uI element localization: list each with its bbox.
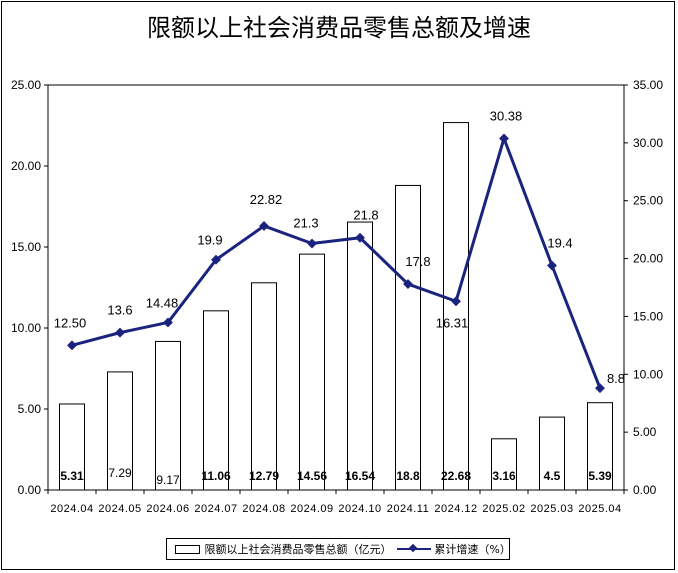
growth-point [355, 232, 365, 243]
growth-point [307, 238, 317, 249]
growth-point [67, 340, 77, 351]
bar-value-label: 11.06 [201, 469, 231, 483]
right-axis-tick-label: 25.00 [633, 194, 663, 208]
legend-item-bar: 限额以上社会消费品零售总额（亿元） [167, 541, 392, 557]
legend-line-label: 累计增速（%） [434, 543, 511, 556]
x-axis-tick-label: 2025.04 [578, 503, 621, 515]
x-axis-tick-label: 2024.08 [242, 503, 285, 515]
right-axis-tick-label: 10.00 [633, 367, 663, 381]
right-axis-tick-label: 0.00 [633, 483, 657, 497]
growth-point [547, 260, 557, 271]
legend: 限额以上社会消费品零售总额（亿元） 累计增速（%） [166, 538, 511, 560]
bar [203, 310, 229, 491]
bar [59, 403, 85, 491]
chart-title: 限额以上社会消费品零售总额及增速 [147, 14, 531, 42]
x-axis-tick-label: 2024.06 [146, 503, 189, 515]
plot-area [47, 84, 625, 491]
growth-point [259, 220, 269, 231]
right-axis-tick-label: 35.00 [633, 78, 663, 92]
left-axis-tick-label: 0.00 [18, 483, 42, 497]
bar-value-label: 5.31 [60, 469, 84, 483]
growth-value-label: 13.6 [107, 303, 132, 318]
legend-bar-label: 限额以上社会消费品零售总额（亿元） [204, 543, 392, 556]
legend-item-line: 累计增速（%） [387, 541, 511, 557]
bar [587, 402, 613, 491]
bar [347, 221, 373, 491]
right-axis-tick-label: 30.00 [633, 136, 663, 150]
bar [443, 122, 469, 491]
left-axis-tick-label: 15.00 [11, 240, 41, 254]
x-axis-tick-label: 2024.11 [387, 503, 429, 515]
bar [107, 371, 133, 491]
growth-value-label: 19.9 [197, 233, 222, 248]
growth-point [499, 133, 509, 144]
right-axis-tick-label: 15.00 [633, 309, 663, 323]
x-axis-tick-label: 2025.03 [530, 503, 573, 515]
growth-value-label: 30.38 [490, 108, 523, 123]
growth-value-label: 14.48 [146, 295, 179, 310]
bar-value-label: 16.54 [345, 469, 375, 483]
bar-value-label: 9.17 [156, 473, 180, 487]
x-axis-tick-label: 2024.10 [338, 503, 381, 515]
growth-point [595, 383, 605, 394]
x-axis-tick-label: 2024.09 [290, 503, 333, 515]
x-axis-tick-label: 2024.05 [98, 503, 141, 515]
legend-bar-swatch [175, 544, 201, 554]
bar-value-label: 14.56 [297, 469, 327, 483]
right-axis-tick-label: 5.00 [633, 425, 657, 439]
growth-value-label: 21.8 [353, 208, 378, 223]
growth-value-label: 8.8 [607, 371, 625, 386]
bar-value-label: 18.8 [396, 469, 420, 483]
growth-point [403, 279, 413, 289]
left-axis-tick-label: 10.00 [11, 321, 41, 335]
bar [395, 184, 421, 491]
x-axis-tick-label: 2024.04 [50, 503, 93, 515]
growth-value-label: 22.82 [250, 192, 283, 207]
bar-value-label: 7.29 [108, 466, 132, 480]
bar [539, 416, 565, 491]
bar [299, 253, 325, 491]
right-axis-tick-label: 20.00 [633, 252, 663, 266]
bar-value-label: 5.39 [588, 469, 612, 483]
left-axis-tick-label: 25.00 [11, 78, 41, 92]
growth-point [115, 327, 125, 338]
bar [251, 282, 277, 491]
growth-value-label: 16.31 [436, 315, 469, 330]
x-axis-tick-label: 2024.12 [434, 503, 477, 515]
x-axis-tick-label: 2024.07 [194, 503, 237, 515]
bar-value-label: 4.5 [544, 469, 561, 483]
growth-point [163, 317, 173, 328]
bar [155, 340, 181, 491]
bar-value-label: 12.79 [249, 469, 279, 483]
growth-value-label: 19.4 [547, 236, 572, 251]
bar-value-label: 22.68 [441, 469, 471, 483]
growth-value-label: 12.50 [54, 315, 87, 330]
bar-value-label: 3.16 [492, 469, 516, 483]
growth-point [451, 296, 461, 307]
growth-line [71, 136, 602, 389]
growth-value-label: 17.8 [405, 254, 430, 269]
left-axis-tick-label: 20.00 [11, 159, 41, 173]
left-axis-tick-label: 5.00 [18, 402, 42, 416]
x-axis-tick-label: 2025.02 [482, 503, 525, 515]
legend-line-swatch [397, 543, 432, 554]
growth-point [211, 254, 221, 265]
growth-value-label: 21.3 [293, 216, 318, 231]
bar [491, 438, 517, 491]
